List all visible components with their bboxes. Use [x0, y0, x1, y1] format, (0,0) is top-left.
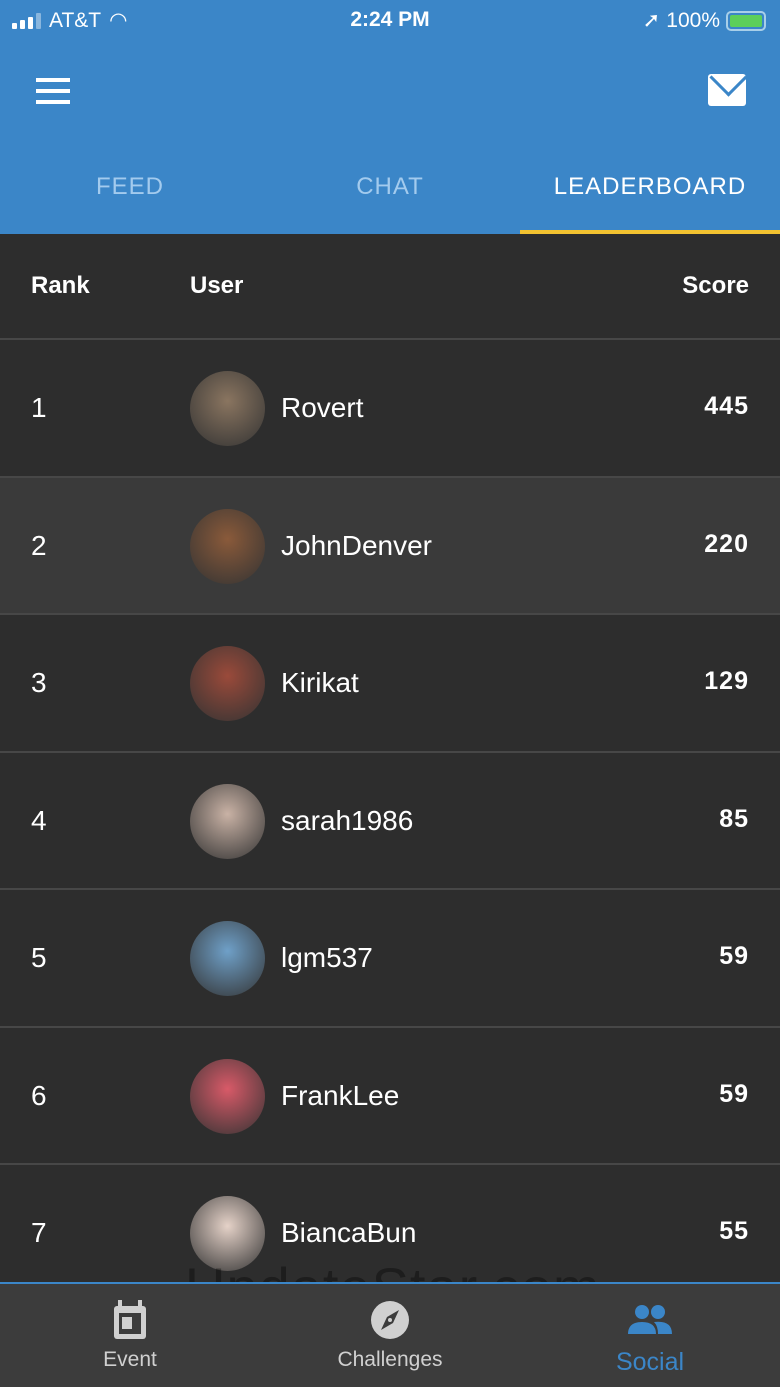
nav-challenges-label: Challenges: [337, 1348, 443, 1371]
status-bar: AT&T ◠ 2:24 PM ➚ 100%: [0, 6, 780, 36]
rank: 3: [31, 667, 47, 698]
username[interactable]: FrankLee: [281, 1079, 400, 1111]
tab-feed[interactable]: FEED: [95, 173, 164, 200]
score: 59: [719, 942, 749, 970]
tab-chat[interactable]: CHAT: [356, 173, 424, 200]
table-row[interactable]: 4 sarah1986 85: [0, 753, 780, 890]
score: 220: [704, 529, 749, 558]
rank-column-header: Rank: [31, 272, 90, 299]
nav-event-label: Event: [103, 1348, 157, 1371]
rank: 1: [31, 392, 47, 423]
carrier: AT&T: [49, 8, 102, 32]
avatar[interactable]: [190, 783, 265, 859]
rank: 5: [31, 942, 47, 973]
location-icon: ➚: [642, 9, 661, 32]
compass-icon: [371, 1301, 409, 1339]
table-row[interactable]: 6 FrankLee 59: [0, 1028, 780, 1165]
username[interactable]: JohnDenver: [281, 529, 432, 561]
table-row[interactable]: 1 Rovert 445: [0, 340, 780, 478]
hamburger-icon[interactable]: [36, 78, 70, 104]
username[interactable]: Kirikat: [281, 667, 359, 698]
nav-social[interactable]: Social: [520, 1284, 780, 1387]
calendar-icon: [114, 1300, 146, 1339]
people-icon: [628, 1305, 672, 1334]
user-column-header: User: [190, 272, 244, 299]
username[interactable]: sarah1986: [281, 804, 414, 836]
signal-icon: [12, 12, 41, 29]
avatar[interactable]: [190, 1196, 265, 1271]
username[interactable]: lgm537: [281, 942, 373, 973]
nav-challenges[interactable]: Challenges: [260, 1284, 520, 1387]
envelope-icon[interactable]: [708, 74, 746, 106]
rank: 6: [31, 1079, 47, 1111]
nav-social-label: Social: [615, 1348, 685, 1376]
table-row[interactable]: 5 lgm537 59: [0, 890, 780, 1028]
avatar[interactable]: [190, 508, 265, 584]
rank: 2: [31, 529, 47, 561]
avatar[interactable]: [190, 921, 265, 996]
battery-icon: [726, 10, 766, 31]
score: 59: [719, 1079, 749, 1108]
app-header: AT&T ◠ 2:24 PM ➚ 100% FEED CHAT LEADERBOAR…: [0, 0, 780, 234]
nav-event[interactable]: Event: [0, 1284, 260, 1387]
rank: 4: [31, 804, 47, 836]
score: 129: [704, 667, 749, 695]
avatar[interactable]: [190, 1058, 265, 1134]
score: 55: [719, 1217, 749, 1245]
score: 445: [704, 392, 749, 420]
tab-bar: FEED CHAT LEADERBOARD: [0, 150, 780, 234]
username[interactable]: Rovert: [281, 392, 364, 423]
battery-percent: 100%: [666, 8, 720, 32]
clock: 2:24 PM: [350, 8, 430, 31]
rank: 7: [31, 1217, 47, 1248]
avatar[interactable]: [190, 371, 265, 446]
table-row[interactable]: 3 Kirikat 129: [0, 615, 780, 753]
leaderboard-list: 1 Rovert 445 2 JohnDenver 220 3 Kirikat 12…: [0, 340, 780, 1303]
score: 85: [719, 804, 749, 833]
table-row[interactable]: 2 JohnDenver 220: [0, 477, 780, 615]
wifi-icon: ◠: [109, 9, 128, 32]
username[interactable]: BiancaBun: [281, 1217, 417, 1248]
tab-leaderboard[interactable]: LEADERBOARD: [520, 150, 780, 234]
score-column-header: Score: [682, 272, 749, 299]
table-header: Rank User Score: [0, 234, 780, 340]
bottom-nav: Event Challenges Social: [0, 1282, 780, 1387]
avatar[interactable]: [190, 646, 265, 721]
